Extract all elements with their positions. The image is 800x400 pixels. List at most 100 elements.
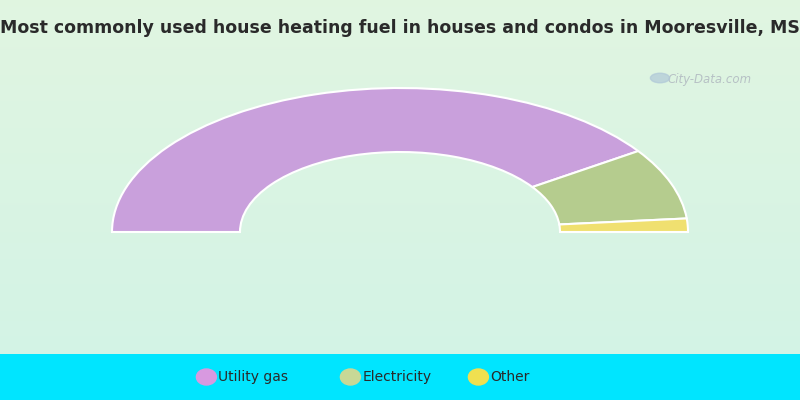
Bar (0, 139, 800, 140)
Bar (0, 292, 800, 293)
Bar (0, 219, 800, 220)
Bar (0, 208, 800, 209)
Bar (0, 228, 800, 229)
Bar (0, 345, 800, 347)
Bar (0, 75, 800, 76)
Bar (0, 264, 800, 265)
Bar (0, 7, 800, 8)
Bar (0, 107, 800, 108)
Bar (0, 223, 800, 224)
Bar (0, 343, 800, 344)
Bar (0, 173, 800, 175)
Ellipse shape (469, 369, 488, 385)
Bar (0, 57, 800, 59)
Bar (0, 43, 800, 44)
Bar (0, 176, 800, 177)
Text: Electricity: Electricity (362, 370, 431, 384)
Bar (0, 113, 800, 115)
Bar (0, 277, 800, 279)
Bar (0, 319, 800, 320)
Bar (0, 169, 800, 171)
Bar (0, 193, 800, 195)
Bar (0, 287, 800, 288)
Bar (0, 163, 800, 164)
Bar (0, 284, 800, 285)
Bar (0, 55, 800, 56)
Bar (0, 95, 800, 96)
Bar (0, 393, 800, 395)
Bar (0, 124, 800, 125)
Bar (0, 309, 800, 311)
Bar (0, 152, 800, 153)
Bar (0, 216, 800, 217)
Bar (0, 221, 800, 223)
Bar (0, 240, 800, 241)
Bar (0, 267, 800, 268)
Bar (0, 147, 800, 148)
Bar (0, 192, 800, 193)
Bar (0, 247, 800, 248)
Bar (0, 63, 800, 64)
Bar (0, 128, 800, 129)
Bar (0, 396, 800, 397)
Bar (0, 303, 800, 304)
Bar (0, 88, 800, 89)
Bar (0, 217, 800, 219)
Bar (0, 283, 800, 284)
Bar (0, 125, 800, 127)
Bar (0, 56, 800, 57)
Bar (0, 0, 800, 1)
Bar (0, 349, 800, 351)
Bar (0, 131, 800, 132)
Text: Other: Other (490, 370, 530, 384)
Bar (0, 183, 800, 184)
Bar (0, 249, 800, 251)
Bar (0, 72, 800, 73)
Bar (0, 320, 800, 321)
Bar (0, 27, 800, 28)
Bar (0, 149, 800, 151)
Bar (0, 354, 800, 400)
Bar (0, 291, 800, 292)
Bar (0, 335, 800, 336)
Bar (0, 357, 800, 359)
Wedge shape (559, 218, 688, 232)
Bar (0, 68, 800, 69)
Bar (0, 99, 800, 100)
Bar (0, 381, 800, 383)
Bar (0, 371, 800, 372)
Bar (0, 25, 800, 27)
Bar (0, 308, 800, 309)
Bar (0, 323, 800, 324)
Bar (0, 3, 800, 4)
Bar (0, 351, 800, 352)
Bar (0, 141, 800, 143)
Bar (0, 175, 800, 176)
Bar (0, 333, 800, 335)
Bar (0, 255, 800, 256)
Bar (0, 236, 800, 237)
Bar (0, 36, 800, 37)
Bar (0, 364, 800, 365)
Bar (0, 301, 800, 303)
Bar (0, 31, 800, 32)
Bar (0, 1, 800, 3)
Bar (0, 136, 800, 137)
Text: Utility gas: Utility gas (218, 370, 288, 384)
Bar (0, 207, 800, 208)
Bar (0, 251, 800, 252)
Bar (0, 159, 800, 160)
Bar (0, 311, 800, 312)
Bar (0, 253, 800, 255)
Bar (0, 11, 800, 12)
Bar (0, 167, 800, 168)
Bar (0, 241, 800, 243)
Bar (0, 32, 800, 33)
Ellipse shape (341, 369, 360, 385)
Bar (0, 265, 800, 267)
Bar (0, 273, 800, 275)
Bar (0, 153, 800, 155)
Bar (0, 269, 800, 271)
Bar (0, 204, 800, 205)
Bar (0, 248, 800, 249)
